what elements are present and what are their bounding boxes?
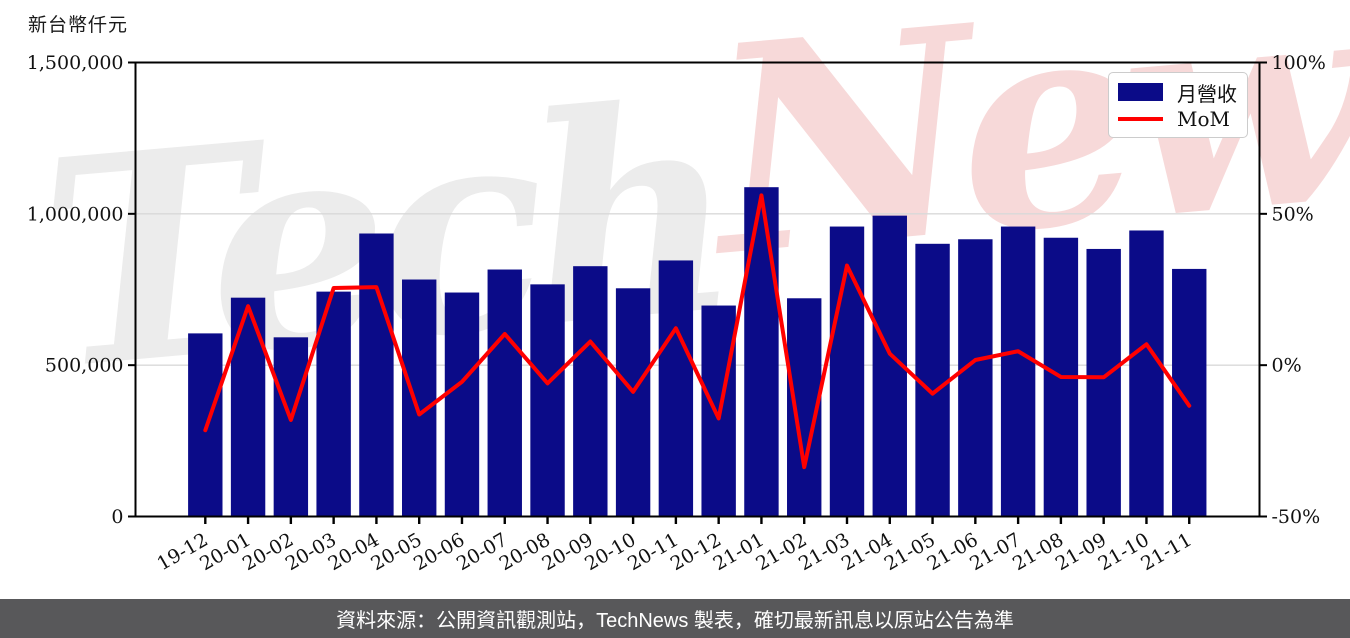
footer-source-text: 資料來源：公開資訊觀測站，TechNews 製表，確切最新訊息以原站公告為準: [336, 610, 1014, 632]
revenue-bar: [402, 279, 437, 517]
left-axis-tick-label: 1,000,000: [27, 203, 124, 225]
revenue-bar: [530, 284, 565, 517]
left-axis-tick-label: 0: [111, 506, 123, 528]
legend-label-revenue: 月營收: [1177, 81, 1237, 106]
revenue-bar: [573, 266, 608, 517]
footer-bar: 資料來源：公開資訊觀測站，TechNews 製表，確切最新訊息以原站公告為準: [0, 599, 1350, 638]
legend-label-mom: MoM: [1177, 107, 1230, 131]
revenue-bar: [1129, 230, 1164, 517]
left-axis-tick-label: 1,500,000: [27, 52, 124, 74]
legend-item-revenue: 月營收: [1118, 80, 1237, 106]
chart-legend: 月營收 MoM: [1108, 72, 1248, 138]
legend-line-swatch: [1118, 116, 1163, 122]
right-axis-tick-label: 50%: [1272, 203, 1314, 225]
revenue-bar: [915, 243, 950, 517]
legend-bar-swatch: [1118, 83, 1163, 101]
left-axis-unit-title: 新台幣仟元: [28, 14, 129, 36]
revenue-bar: [359, 233, 394, 517]
revenue-bar: [744, 187, 779, 517]
revenue-bar: [230, 297, 266, 517]
mom-line: [203, 193, 1192, 470]
right-axis-tick-label: 0%: [1272, 355, 1302, 377]
revenue-bar: [658, 260, 694, 517]
revenue-bar: [615, 288, 651, 517]
x-axis-tick-label: 21-11: [1137, 529, 1195, 575]
revenue-bar: [444, 292, 480, 517]
right-axis-tick-label: 100%: [1272, 52, 1326, 74]
revenue-bar: [487, 269, 522, 517]
monthly-revenue-mom-chart: 0500,0001,000,0001,500,000-50%0%50%100%1…: [27, 52, 1326, 575]
revenue-bar: [273, 337, 309, 517]
left-axis-tick-label: 500,000: [45, 355, 124, 377]
plot-frame: [134, 61, 1261, 518]
revenue-bar: [1000, 226, 1036, 517]
revenue-bar: [958, 239, 993, 517]
revenue-bar: [1172, 268, 1207, 517]
right-axis-tick-label: -50%: [1272, 506, 1321, 528]
revenue-bar: [1086, 248, 1121, 517]
legend-item-mom: MoM: [1118, 107, 1237, 131]
